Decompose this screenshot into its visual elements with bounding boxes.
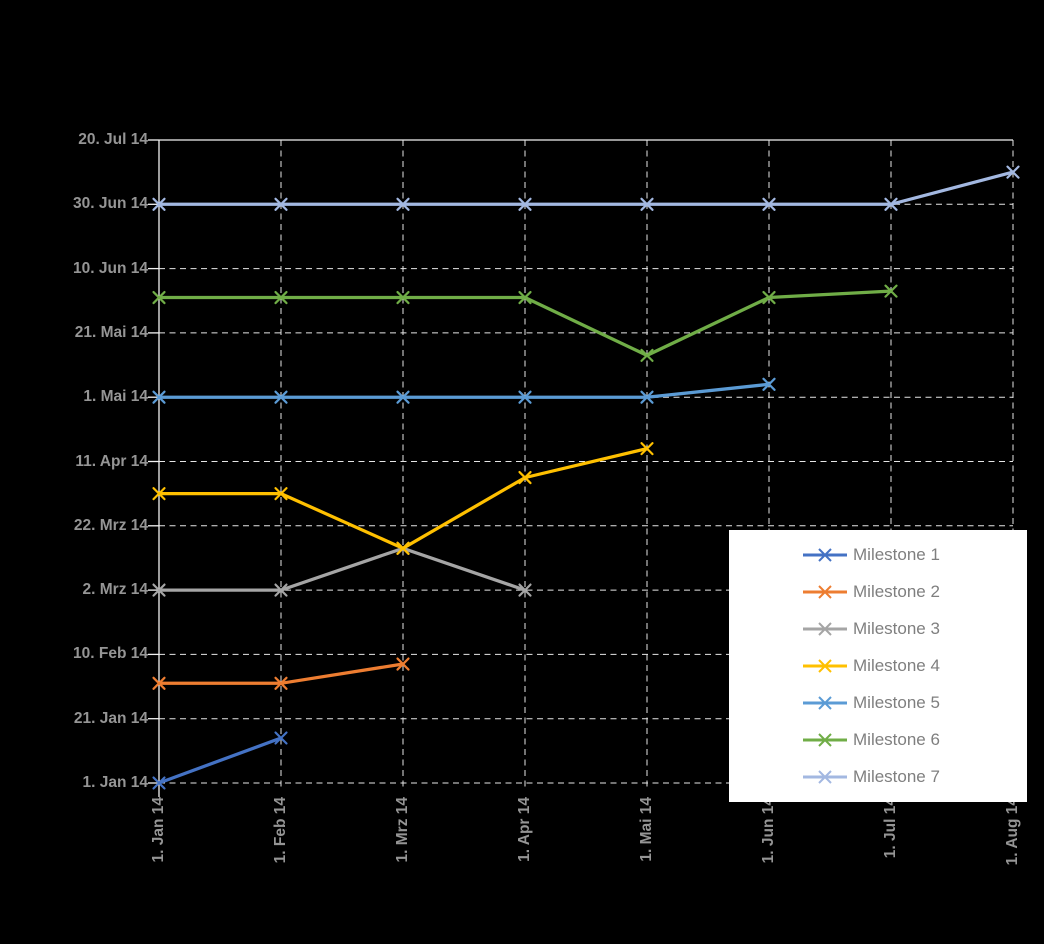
data-point-marker-x [396,657,410,671]
data-point-marker-x [274,731,288,745]
legend-label: Milestone 3 [853,618,940,638]
series-line-milestone-5 [159,382,770,399]
data-point-marker-x [396,197,410,211]
data-point-marker-x [762,197,776,211]
x-axis-tick-label: 1. Aug 14 [1004,797,1021,866]
legend-label: Milestone 1 [853,544,940,564]
x-axis-tick-label: 1. Jul 14 [882,797,899,859]
y-axis-tick-label: 10. Feb 14 [73,645,148,663]
x-axis-tick-label: 1. Feb 14 [272,797,289,864]
legend-line-marker-icon [803,547,847,562]
series-line-milestone-7 [159,170,1014,206]
y-axis-tick-label: 1. Mai 14 [83,388,148,406]
legend-item-milestone-1[interactable]: Milestone 1 [729,545,1027,565]
legend-label: Milestone 5 [853,693,940,713]
y-axis-tick-label: 30. Jun 14 [73,195,148,213]
legend-label: Milestone 6 [853,730,940,750]
chart-legend: Milestone 1 Milestone 2 Milestone 3 Milesto… [729,530,1027,802]
data-point-marker-x [396,390,410,404]
legend-line-marker-icon [803,622,847,636]
legend-line-marker-icon [803,770,847,785]
legend-item-milestone-2[interactable]: Milestone 2 [729,582,1027,602]
legend-label: Milestone 7 [853,767,940,787]
data-point-marker-x [274,583,288,597]
x-axis-tick-label: 1. Apr 14 [516,797,533,862]
data-point-marker-x [396,541,410,555]
legend-item-milestone-4[interactable]: Milestone 4 [729,656,1027,676]
legend-line-marker-icon [803,584,847,599]
y-axis-tick-label: 1. Jan 14 [82,774,149,791]
legend-item-milestone-7[interactable]: Milestone 7 [729,767,1027,787]
legend-label: Milestone 2 [853,581,940,601]
data-point-marker-x [274,197,288,211]
x-axis-tick-label: 1. Jun 14 [760,797,777,864]
y-axis-tick-label: 22. Mrz 14 [73,516,148,534]
y-axis-tick-label: 21. Jan 14 [73,709,148,727]
data-point-marker-x [640,442,654,456]
data-point-marker-x [884,197,898,211]
data-point-marker-x [518,197,532,211]
data-point-marker-x [152,390,166,404]
data-point-marker-x [762,290,776,305]
legend-line-marker-icon [803,696,847,710]
legend-line-marker-icon [803,659,847,673]
data-point-marker-x [274,290,288,305]
x-axis-tick-label: 1. Mrz 14 [394,797,411,863]
y-axis-tick-label: 10. Jun 14 [73,259,148,277]
data-point-marker-x [274,487,288,501]
data-point-marker-x [152,197,166,211]
data-point-marker-x [274,676,288,690]
data-point-marker-x [152,676,166,690]
data-point-marker-x [518,583,532,597]
x-axis-tick-label: 1. Jan 14 [150,797,167,863]
y-axis-tick-label: 2. Mrz 14 [82,581,148,599]
legend-item-milestone-5[interactable]: Milestone 5 [729,693,1027,713]
data-point-marker-x [640,348,654,363]
data-point-marker-x [152,487,166,501]
data-point-marker-x [640,197,654,211]
series-line-milestone-3 [159,546,526,592]
data-point-marker-x [884,284,898,298]
y-axis-tick-label: 21. Mai 14 [74,323,148,341]
y-axis-tick-label: 11. Apr 14 [75,452,148,470]
data-point-marker-x [396,290,410,305]
legend-item-milestone-6[interactable]: Milestone 6 [729,730,1027,750]
legend-item-milestone-3[interactable]: Milestone 3 [729,619,1027,639]
data-point-marker-x [518,470,532,485]
x-axis-tick-label: 1. Mai 14 [638,797,655,862]
data-point-marker-x [1006,165,1020,179]
data-point-marker-x [640,390,654,404]
data-point-marker-x [762,377,776,391]
legend-line-marker-icon [803,733,847,747]
series-line-milestone-1 [158,736,282,785]
data-point-marker-x [518,290,532,305]
data-point-marker-x [152,290,166,305]
data-point-marker-x [152,583,166,597]
y-axis-tick-label: 20. Jul 14 [78,131,148,148]
legend-label: Milestone 4 [853,655,940,675]
data-point-marker-x [518,390,532,404]
data-point-marker-x [274,390,288,404]
data-point-marker-x [152,776,166,790]
